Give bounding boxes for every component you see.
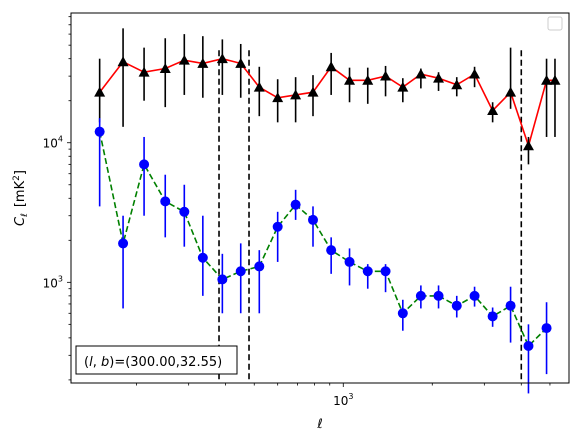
data-point-1-8: [254, 261, 265, 272]
data-point-0-16: [397, 81, 409, 92]
data-point-0-3: [159, 63, 171, 73]
data-point-0-20: [469, 68, 481, 79]
y-axis-label: Cℓ[mK2]: [12, 170, 30, 226]
data-point-1-6: [217, 274, 228, 285]
data-point-0-5: [197, 57, 209, 68]
data-point-0-4: [178, 54, 190, 65]
data-point-0-21: [487, 105, 499, 115]
data-point-0-14: [362, 74, 374, 85]
x-axis-label: ℓ: [316, 417, 322, 432]
annotation-box: (l, b)=(300.00,32.55): [75, 345, 238, 375]
plot-frame: [70, 12, 570, 384]
data-point-0-11: [307, 86, 319, 97]
data-point-1-15: [380, 266, 391, 277]
data-point-0-1: [117, 56, 129, 67]
data-point-0-22: [505, 86, 517, 97]
data-point-1-20: [469, 290, 480, 301]
data-point-1-12: [326, 245, 337, 256]
annotation-frame: [75, 345, 238, 375]
x-tick-label-1000: 103: [333, 392, 353, 408]
data-point-1-18: [433, 290, 444, 301]
data-point-1-4: [179, 206, 190, 217]
data-point-0-0: [94, 86, 106, 97]
data-point-1-13: [344, 256, 355, 267]
data-point-0-8: [253, 81, 265, 92]
data-point-0-18: [433, 72, 445, 83]
data-point-1-16: [397, 308, 408, 319]
data-point-1-11: [307, 214, 318, 225]
series-1: [94, 118, 552, 394]
data-point-1-7: [235, 266, 246, 277]
data-point-1-14: [362, 266, 373, 277]
data-point-1-1: [118, 238, 129, 249]
annotation-text: (l, b)=(300.00,32.55): [84, 355, 222, 370]
legend: [547, 16, 563, 31]
data-point-1-23: [523, 340, 534, 351]
data-point-0-25: [549, 74, 561, 85]
data-point-1-24: [541, 323, 552, 334]
data-point-1-9: [272, 221, 283, 232]
data-point-0-23: [522, 140, 534, 151]
data-point-1-3: [160, 196, 171, 207]
data-point-0-2: [138, 66, 150, 77]
y-tick-label-10000: 104: [43, 135, 63, 151]
data-point-1-19: [451, 300, 462, 311]
data-point-0-24: [541, 74, 553, 85]
data-point-1-17: [415, 290, 426, 301]
axis-layer: 103 104 103: [43, 16, 551, 408]
series-0: [94, 28, 561, 165]
data-point-1-5: [197, 252, 208, 263]
y-tick-label-1000: 103: [43, 274, 63, 290]
data-point-0-15: [380, 70, 392, 81]
data-point-1-22: [505, 300, 516, 311]
plot-layer: [94, 28, 561, 394]
series-line-1: [98, 131, 548, 348]
legend-box: [547, 16, 563, 31]
data-point-0-17: [415, 68, 427, 79]
data-point-0-9: [272, 92, 284, 103]
data-point-1-21: [487, 311, 498, 322]
data-point-1-0: [94, 126, 105, 137]
data-point-0-6: [216, 53, 228, 64]
data-point-0-10: [290, 89, 302, 100]
data-point-1-2: [139, 159, 150, 170]
data-point-0-12: [325, 61, 337, 72]
data-point-0-7: [235, 57, 247, 68]
data-point-0-13: [344, 74, 356, 85]
data-point-0-19: [451, 79, 463, 90]
data-point-1-10: [290, 199, 301, 210]
